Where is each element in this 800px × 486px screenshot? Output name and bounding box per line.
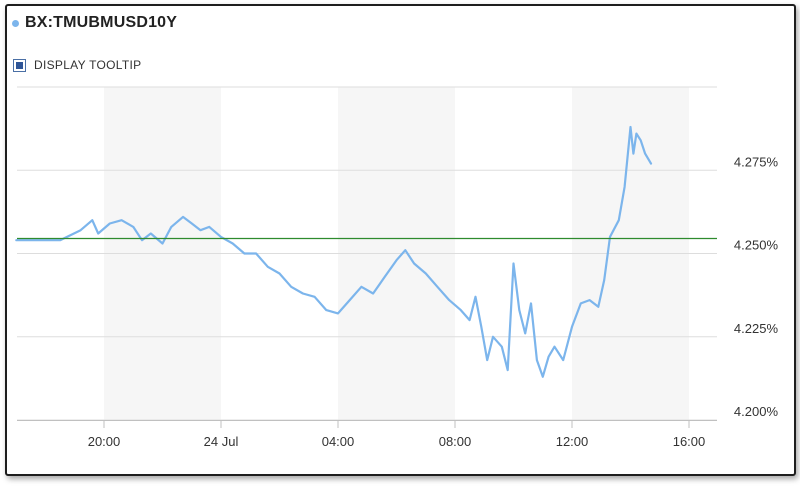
tooltip-checkbox[interactable] (13, 58, 26, 72)
checkbox-checked-icon (16, 61, 23, 69)
x-tick-label: 12:00 (556, 434, 589, 449)
y-tick-label: 4.200% (734, 404, 779, 419)
x-tick-label: 08:00 (439, 434, 472, 449)
y-tick-label: 4.225% (734, 321, 779, 336)
tooltip-label: DISPLAY TOOLTIP (34, 58, 142, 72)
series-dot-icon (12, 19, 19, 27)
display-tooltip-toggle[interactable]: DISPLAY TOOLTIP (13, 58, 141, 72)
symbol-title: BX:TMUBMUSD10Y (25, 14, 178, 31)
x-tick-label: 16:00 (673, 434, 706, 449)
y-tick-label: 4.275% (734, 154, 779, 169)
series-line (15, 125, 653, 378)
y-tick-label: 4.250% (734, 238, 779, 253)
x-tick-label: 24 Jul (204, 434, 239, 449)
chart-header: BX:TMUBMUSD10Y (12, 14, 177, 32)
x-tick-label: 04:00 (322, 434, 355, 449)
x-tick-label: 20:00 (88, 434, 121, 449)
